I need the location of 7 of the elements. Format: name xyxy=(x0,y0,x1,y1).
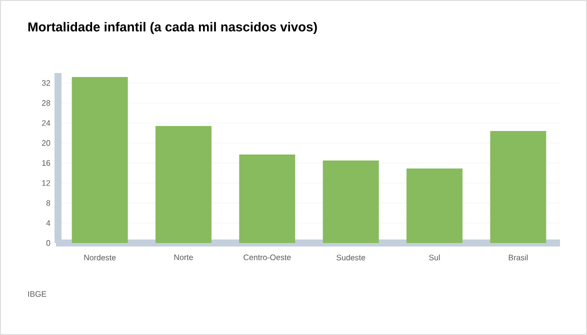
bar xyxy=(322,160,379,243)
bar xyxy=(406,168,463,243)
bar xyxy=(72,77,128,243)
bar xyxy=(156,126,212,243)
bar xyxy=(490,131,546,243)
bar xyxy=(239,154,296,243)
chart-title: Mortalidade infantil (a cada mil nascidos vivos) xyxy=(28,22,317,34)
